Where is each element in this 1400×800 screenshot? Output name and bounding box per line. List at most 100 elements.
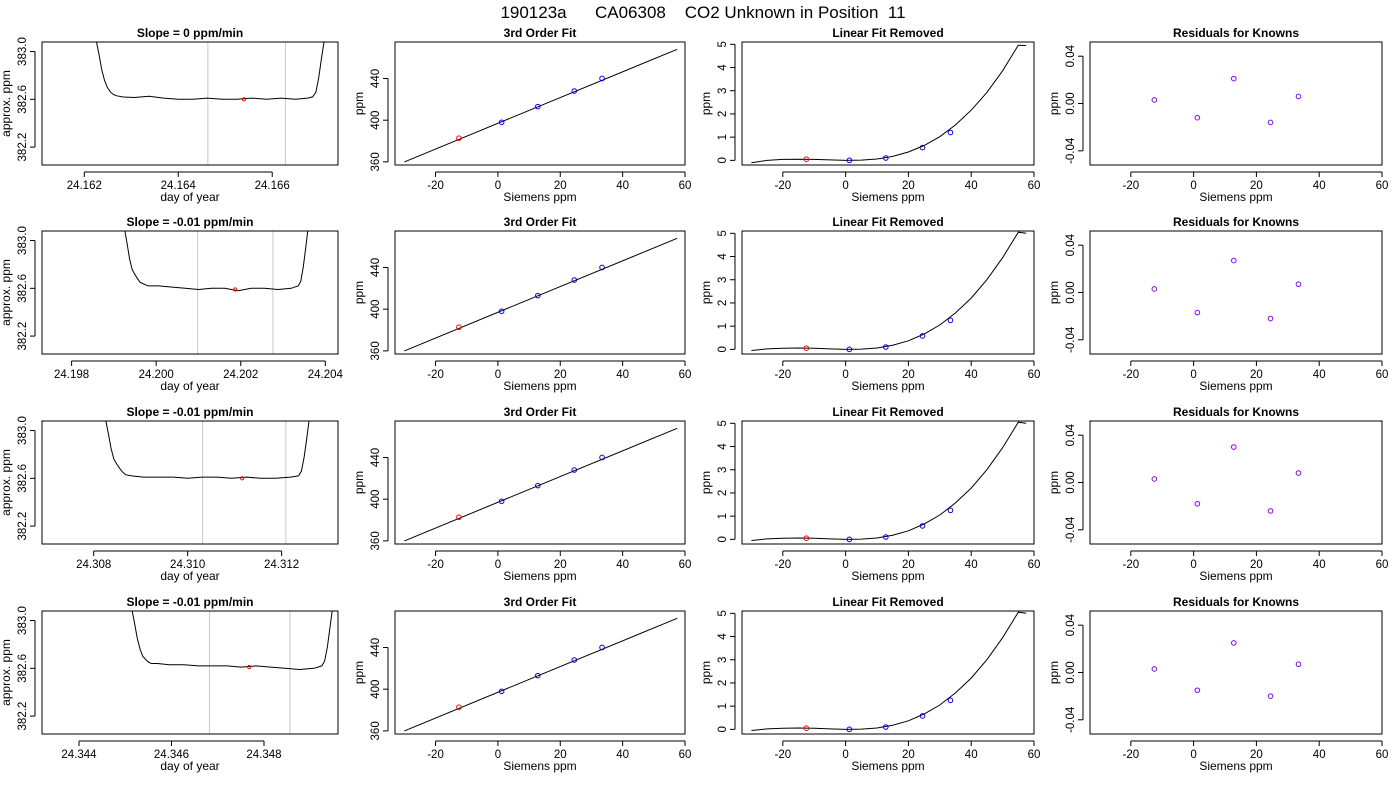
plot-frame	[41, 420, 339, 545]
plot-frame	[1089, 230, 1383, 355]
unknown-point	[803, 725, 810, 731]
plot-frame	[394, 230, 686, 355]
y-tick-label: 440	[370, 638, 382, 657]
x-tick-label: 60	[1028, 369, 1041, 381]
known-point	[571, 277, 578, 283]
panel-4-2: 3rd Order Fit -20 0 20 40 60 360 400 440 Siemens …	[352, 595, 691, 773]
x-tick-label: -20	[427, 369, 444, 381]
panel-4-1: Slope = -0.01 ppm/min 24.344 24.346 24.348 3…	[0, 595, 339, 773]
y-tick-label: 400	[370, 680, 382, 699]
panel-2-3: Linear Fit Removed -20 0 20 40 60 0 1 2 3 4 5 Siemen…	[699, 215, 1040, 393]
known-point	[883, 344, 889, 350]
y-tick-label: 360	[370, 531, 382, 550]
mean-marker	[240, 476, 245, 481]
panel-title: 3rd Order Fit	[504, 405, 577, 419]
y-axis-label: ppm	[699, 281, 713, 304]
x-axis-label: Siemens ppm	[1199, 759, 1272, 773]
x-tick-label: 20	[554, 559, 567, 571]
residual-point	[1194, 114, 1201, 121]
plot-frame	[394, 41, 686, 166]
y-tick-label: 382.2	[17, 512, 29, 541]
y-tick-label: -0.04	[1065, 706, 1077, 733]
x-axis-label: Siemens ppm	[851, 759, 924, 773]
known-point	[846, 536, 853, 543]
y-tick-label: 5	[717, 610, 729, 616]
y-tick-label: 440	[370, 69, 382, 88]
y-tick-label: -0.04	[1065, 516, 1077, 543]
residual-point	[1295, 93, 1302, 100]
x-tick-label: 40	[616, 559, 629, 571]
x-tick-label: 20	[902, 369, 915, 381]
y-tick-label: 4	[717, 633, 729, 640]
panel-title: Linear Fit Removed	[832, 595, 943, 609]
plot-frame	[41, 41, 339, 166]
residual-point	[1151, 97, 1158, 103]
y-axis-label: ppm	[1047, 281, 1061, 304]
x-tick-label: 24.164	[161, 180, 197, 192]
x-tick-label: -20	[775, 749, 792, 761]
x-tick-label: 0	[1190, 559, 1196, 571]
plot-frame	[741, 230, 1035, 355]
plot-area	[1151, 640, 1302, 699]
panel-title: Linear Fit Removed	[832, 26, 943, 40]
x-tick-label: 40	[616, 369, 629, 381]
x-tick-label: -20	[1123, 180, 1140, 192]
panel-grid: Slope = 0 ppm/min 24.162 24.164 24.166 382.2…	[0, 26, 1388, 773]
known-point	[599, 644, 605, 651]
known-point	[947, 129, 954, 136]
x-tick-label: 40	[1313, 369, 1326, 381]
unknown-point	[803, 345, 810, 351]
x-tick-label: 60	[679, 180, 692, 192]
plot-frame	[741, 41, 1035, 166]
y-tick-label: 5	[717, 41, 729, 47]
y-tick-label: 5	[717, 230, 729, 236]
known-point	[599, 264, 605, 271]
x-tick-label: 60	[1376, 559, 1389, 571]
y-axis-label: ppm	[699, 92, 713, 115]
x-tick-label: 24.310	[170, 559, 205, 571]
plot-frame	[41, 230, 339, 355]
y-axis-label: approx. ppm	[0, 449, 13, 516]
residual-point	[1231, 444, 1237, 450]
panel-2-1: Slope = -0.01 ppm/min 24.198 24.200 24.202 2…	[0, 215, 343, 393]
x-axis-label: Siemens ppm	[503, 759, 576, 773]
y-tick-label: 400	[370, 111, 382, 130]
plot-area	[1151, 257, 1302, 322]
plot-frame	[394, 420, 686, 545]
y-tick-label: 0.04	[1065, 423, 1077, 446]
y-tick-label: 383.0	[17, 606, 29, 635]
residual-point	[1151, 476, 1158, 482]
panel-title: Residuals for Knowns	[1173, 595, 1299, 609]
y-axis-label: approx. ppm	[0, 639, 13, 706]
panel-title: Slope = -0.01 ppm/min	[126, 595, 253, 609]
y-tick-label: 3	[717, 88, 729, 94]
mean-marker	[233, 287, 238, 292]
x-tick-label: 24.202	[223, 369, 258, 381]
x-tick-label: -20	[1123, 369, 1140, 381]
plot-frame	[394, 610, 686, 735]
y-tick-label: 2	[717, 490, 729, 496]
panel-title: 3rd Order Fit	[504, 595, 577, 609]
x-tick-label: 20	[554, 749, 567, 761]
y-tick-label: 382.6	[17, 85, 29, 114]
y-tick-label: 3	[717, 657, 729, 663]
panel-title: Slope = 0 ppm/min	[137, 26, 243, 40]
fit-line	[404, 427, 678, 542]
x-tick-label: 0	[1190, 749, 1196, 761]
residual-point	[1295, 470, 1302, 476]
x-tick-label: 20	[1250, 559, 1263, 571]
mean-marker	[241, 97, 247, 102]
plot-frame	[1089, 420, 1383, 545]
x-tick-label: 24.200	[139, 369, 174, 381]
x-axis-label: Siemens ppm	[1199, 379, 1272, 393]
y-tick-label: 2	[717, 680, 729, 686]
y-tick-label: 3	[717, 467, 729, 473]
residual-point	[1151, 666, 1158, 672]
plot-area	[95, 42, 325, 165]
panel-1-2: 3rd Order Fit -20 0 20 40 60 360 400 440 Siemens …	[352, 26, 691, 204]
y-tick-label: 3	[717, 277, 729, 283]
y-axis-label: ppm	[352, 661, 366, 684]
plot-area	[1151, 444, 1302, 514]
known-point	[498, 119, 505, 126]
residual-point	[1231, 257, 1237, 264]
